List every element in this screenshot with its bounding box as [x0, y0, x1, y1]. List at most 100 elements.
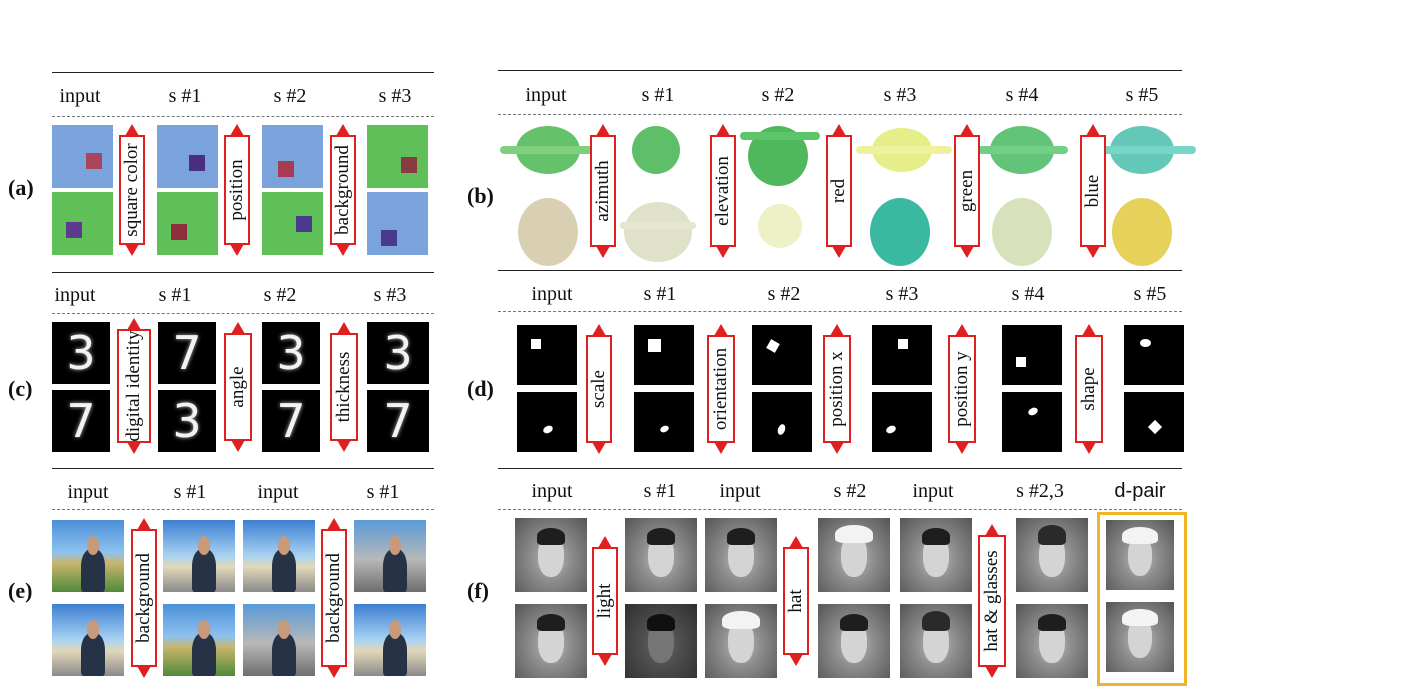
- square-image: [52, 192, 113, 255]
- panel-label: (e): [8, 578, 33, 603]
- top-rule: [498, 70, 1182, 71]
- face-image: [1106, 520, 1174, 590]
- panel-label: (c): [8, 376, 33, 401]
- arrow-hat-glasses: hat & glasses: [978, 524, 1006, 678]
- dashed-separator: [52, 116, 434, 117]
- dashed-separator: [52, 313, 434, 314]
- column-header: s #2: [833, 480, 867, 502]
- face-image: [1016, 518, 1088, 592]
- arrow-label: position x: [826, 351, 847, 427]
- column-header: s #1: [643, 283, 677, 305]
- face-image: [705, 518, 777, 592]
- column-header: s #1: [366, 481, 400, 503]
- dsprite-image: [1002, 325, 1062, 385]
- dsprite-image: [1124, 325, 1184, 385]
- arrow-label: scale: [588, 370, 609, 408]
- face-image: [515, 518, 587, 592]
- teapot: [992, 198, 1052, 266]
- scene-image: [243, 520, 315, 592]
- square-image: [157, 192, 218, 255]
- panel-label: (f): [467, 578, 489, 603]
- column-header: input: [531, 480, 573, 502]
- column-header: s #1: [168, 85, 202, 107]
- dsprite-image: [634, 325, 694, 385]
- top-rule: [52, 468, 434, 469]
- dsprite-image: [872, 392, 932, 452]
- face-image: [900, 518, 972, 592]
- arrow-label: blue: [1082, 174, 1103, 208]
- arrow-label: digital identity: [123, 330, 144, 442]
- dsprite-image: [1002, 392, 1062, 452]
- face-image: [705, 604, 777, 678]
- column-header: s #1: [643, 480, 677, 502]
- column-header: input: [54, 284, 96, 306]
- column-header: s #2: [767, 283, 801, 305]
- teapot: [620, 202, 696, 262]
- column-header: s #2: [263, 284, 297, 306]
- teapot: [758, 204, 802, 248]
- top-rule: [52, 272, 434, 273]
- square-image: [157, 125, 218, 188]
- column-header: input: [912, 480, 954, 502]
- top-rule: [498, 468, 1182, 469]
- column-header: input: [257, 481, 299, 503]
- arrow-label: hat: [785, 589, 806, 613]
- face-image: [818, 604, 890, 678]
- arrow-label: angle: [227, 366, 248, 408]
- column-header: s #3: [883, 84, 917, 106]
- arrow-digital-identity: digital identity: [117, 318, 151, 454]
- column-header: s #1: [158, 284, 192, 306]
- column-header: d-pair: [1114, 480, 1166, 502]
- arrow-label: orientation: [710, 347, 731, 431]
- column-header: s #2: [273, 85, 307, 107]
- digit-image: 3: [158, 390, 216, 452]
- face-image: [818, 518, 890, 592]
- dsprite-image: [517, 325, 577, 385]
- square-image: [367, 192, 428, 255]
- top-rule: [498, 270, 1182, 271]
- arrow-green: green: [954, 124, 980, 258]
- column-header: s #3: [373, 284, 407, 306]
- arrow-label: square color: [121, 143, 142, 237]
- arrow-label: background: [133, 553, 154, 643]
- face-image: [515, 604, 587, 678]
- scene-image: [52, 520, 124, 592]
- square-image: [367, 125, 428, 188]
- digit-image: 3: [262, 322, 320, 384]
- arrow-hat: hat: [783, 536, 809, 666]
- column-header: s #3: [885, 283, 919, 305]
- teapot: [1112, 198, 1172, 266]
- arrow-label: position y: [951, 351, 972, 427]
- column-header: input: [719, 480, 761, 502]
- arrow-scale: scale: [586, 324, 612, 454]
- arrow-position-x: position x: [823, 324, 851, 454]
- column-header: s #4: [1011, 283, 1045, 305]
- teapot: [978, 126, 1068, 174]
- arrow-label: green: [956, 169, 977, 213]
- face-image: [625, 604, 697, 678]
- digit-image: 3: [367, 322, 429, 384]
- digit-image: 7: [262, 390, 320, 452]
- dashed-separator: [498, 311, 1182, 312]
- scene-image: [163, 520, 235, 592]
- column-header: s #1: [641, 84, 675, 106]
- dsprite-image: [1124, 392, 1184, 452]
- arrow-shape: shape: [1075, 324, 1103, 454]
- panel-label: (b): [467, 183, 494, 208]
- column-header: s #5: [1133, 283, 1167, 305]
- dashed-separator: [498, 509, 1182, 510]
- digit-image: 7: [367, 390, 429, 452]
- arrow-label: thickness: [333, 351, 354, 423]
- dsprite-image: [517, 392, 577, 452]
- column-header: input: [59, 85, 101, 107]
- panel-label: (a): [8, 175, 34, 200]
- arrow-label: background: [332, 145, 353, 235]
- teapot: [740, 126, 820, 186]
- column-header: input: [531, 283, 573, 305]
- column-header: s #1: [173, 481, 207, 503]
- dashed-separator: [52, 509, 434, 510]
- teapot: [500, 126, 596, 174]
- scene-image: [52, 604, 124, 676]
- arrow-red: red: [826, 124, 852, 258]
- arrow-light: light: [592, 536, 618, 666]
